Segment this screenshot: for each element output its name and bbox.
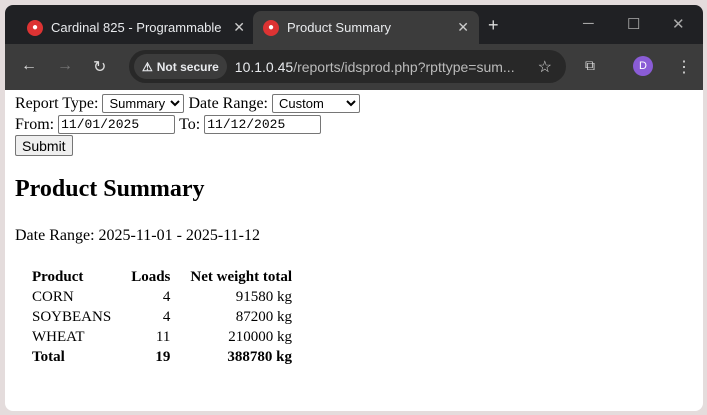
- url-host: 10.1.0.45: [234, 58, 294, 75]
- table-row: CORN 4 91580 kg: [20, 287, 300, 307]
- page-title: Product Summary: [15, 176, 205, 202]
- bookmark-star-icon[interactable]: ☆: [537, 58, 552, 76]
- date-range-label: Date Range:: [188, 94, 268, 112]
- table-row: WHEAT 11 210000 kg: [20, 327, 300, 347]
- avatar[interactable]: D: [633, 56, 653, 76]
- summary-table: Product Loads Net weight total CORN 4 91580 …: [20, 267, 300, 367]
- reload-icon[interactable]: ↻: [93, 59, 107, 76]
- minimize-icon[interactable]: ─: [583, 15, 594, 32]
- url-path: /reports/idsprod.php?rpttype=sum...: [293, 58, 515, 75]
- tab-bar: ● Cardinal 825 - Programmable I ✕ ● Prod…: [5, 5, 703, 44]
- close-window-icon[interactable]: ✕: [672, 16, 685, 33]
- to-date-input[interactable]: [204, 115, 322, 134]
- header-net-weight: Net weight total: [190, 268, 293, 285]
- table-row: SOYBEANS 4 87200 kg: [20, 307, 300, 327]
- cell-product: CORN: [32, 288, 74, 305]
- header-product: Product: [32, 268, 84, 285]
- from-date-input[interactable]: [58, 115, 176, 134]
- report-type-select[interactable]: Summary: [102, 94, 185, 113]
- table-total-row: Total 19 388780 kg: [20, 347, 300, 367]
- from-label: From:: [15, 115, 55, 133]
- security-chip[interactable]: ⚠ Not secure: [134, 54, 227, 79]
- cell-product: SOYBEANS: [32, 308, 112, 325]
- toolbar: ← → ↻ ⚠ Not secure 10.1.0.45/reports/idsp…: [5, 44, 703, 90]
- cell-loads: 4: [162, 288, 171, 305]
- cell-weight: 91580 kg: [235, 288, 293, 305]
- lens-icon[interactable]: ⧉: [585, 57, 595, 73]
- submit-button[interactable]: Submit: [15, 135, 73, 156]
- cell-loads: 4: [162, 308, 171, 325]
- menu-icon[interactable]: ⋮: [676, 59, 692, 76]
- favicon-icon: ●: [27, 19, 43, 36]
- cell-weight: 210000 kg: [228, 328, 293, 345]
- tab-cardinal[interactable]: ● Cardinal 825 - Programmable I ✕: [17, 11, 255, 44]
- favicon-icon: ●: [263, 19, 279, 36]
- table-header: Product Loads Net weight total: [20, 267, 300, 287]
- cell-product: WHEAT: [32, 328, 85, 345]
- report-type-label: Report Type:: [15, 94, 99, 112]
- tab-title: Product Summary: [287, 20, 392, 35]
- new-tab-icon[interactable]: +: [488, 15, 499, 35]
- address-bar[interactable]: ⚠ Not secure 10.1.0.45/reports/idsprod.ph…: [129, 50, 566, 83]
- tab-title: Cardinal 825 - Programmable I: [51, 20, 226, 35]
- warning-icon: ⚠: [142, 59, 153, 74]
- to-label: To:: [179, 115, 201, 133]
- forward-icon[interactable]: →: [57, 57, 73, 74]
- cell-weight: 87200 kg: [235, 308, 293, 325]
- cell-loads: 11: [155, 328, 171, 345]
- tab-product-summary[interactable]: ● Product Summary ✕: [253, 11, 479, 44]
- date-range-text: Date Range: 2025-11-01 - 2025-11-12: [15, 227, 260, 244]
- security-label: Not secure: [156, 59, 219, 74]
- back-icon[interactable]: ←: [21, 57, 37, 74]
- header-loads: Loads: [131, 268, 171, 285]
- browser-window: ● Cardinal 825 - Programmable I ✕ ● Prod…: [5, 5, 703, 411]
- total-label: Total: [32, 348, 65, 365]
- total-loads: 19: [155, 348, 171, 365]
- maximize-icon[interactable]: ☐: [627, 16, 641, 33]
- close-tab-icon[interactable]: ✕: [457, 19, 469, 35]
- total-weight: 388780 kg: [227, 348, 293, 365]
- date-range-select[interactable]: Custom: [272, 94, 360, 113]
- close-tab-icon[interactable]: ✕: [233, 19, 245, 35]
- page-content: Report Type: Summary Date Range: Custom …: [5, 90, 703, 370]
